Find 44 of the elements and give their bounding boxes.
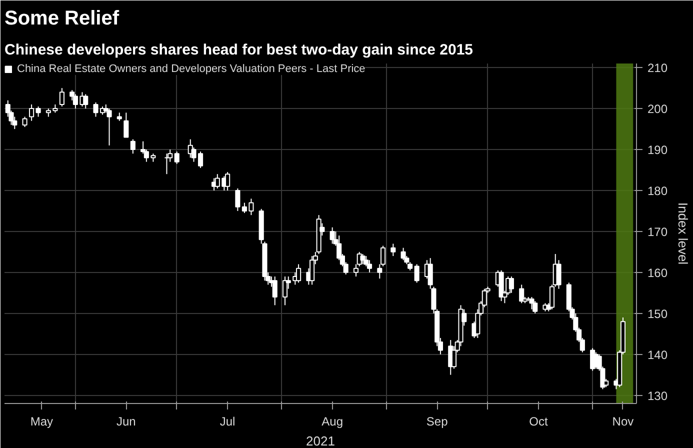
x-tick-label: Jun bbox=[116, 414, 136, 428]
candlestick bbox=[235, 188, 240, 212]
x-tick-label: Sep bbox=[426, 414, 448, 428]
chart-title: Some Relief bbox=[4, 8, 120, 30]
x-tick-label: Aug bbox=[322, 414, 344, 428]
y-tick-label: 200 bbox=[648, 102, 668, 116]
candlestick bbox=[22, 116, 28, 128]
legend-label: China Real Estate Owners and Developers Valuation Peers - Last Price bbox=[17, 63, 366, 75]
candlestick bbox=[130, 138, 136, 154]
candlestick bbox=[296, 264, 302, 284]
candlestick bbox=[36, 106, 41, 118]
candlestick bbox=[29, 104, 34, 122]
y-tick-label: 150 bbox=[648, 306, 668, 321]
y-tick-label: 210 bbox=[648, 61, 668, 76]
y-tick-label: 180 bbox=[648, 184, 668, 198]
candlestick bbox=[508, 276, 514, 294]
candlestick bbox=[59, 88, 64, 108]
y-tick-label: 160 bbox=[648, 266, 668, 280]
candlestick bbox=[310, 256, 315, 286]
candlestick bbox=[360, 253, 366, 265]
y-axis-title: Index level bbox=[676, 202, 691, 265]
y-tick-label: 170 bbox=[648, 224, 668, 239]
y-tick-label: 140 bbox=[648, 348, 668, 362]
candlestick bbox=[174, 151, 180, 164]
y-tick-label: 190 bbox=[648, 143, 668, 158]
candlestick bbox=[282, 276, 288, 306]
x-tick-label: Jul bbox=[220, 414, 236, 428]
candlestick bbox=[414, 264, 420, 284]
x-tick-label: Oct bbox=[529, 414, 548, 428]
candlestick bbox=[330, 226, 335, 244]
candlestick bbox=[272, 276, 278, 306]
candlestick bbox=[124, 112, 129, 138]
chart-subtitle: Chinese developers shares head for best two-day gain since 2015 bbox=[4, 42, 474, 58]
x-axis-title: 2021 bbox=[306, 434, 335, 448]
x-tick-label: May bbox=[30, 414, 54, 428]
x-tick-label: Nov bbox=[612, 414, 634, 428]
candlestick bbox=[366, 260, 372, 273]
candlestick bbox=[400, 247, 406, 261]
candlestick bbox=[225, 172, 230, 191]
candlestick bbox=[556, 260, 562, 290]
y-tick-label: 130 bbox=[648, 388, 668, 403]
candlestick bbox=[390, 243, 396, 257]
candlestick bbox=[532, 300, 538, 314]
candlestick bbox=[83, 94, 88, 110]
